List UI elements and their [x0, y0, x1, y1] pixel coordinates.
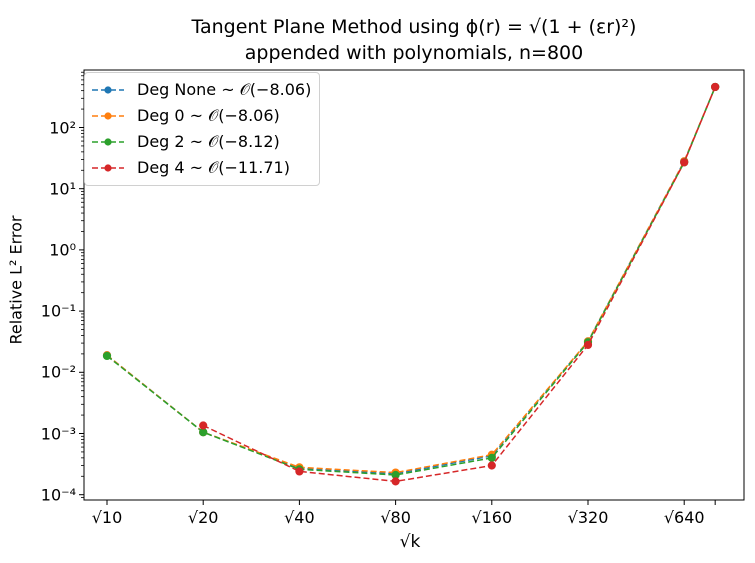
data-point [680, 158, 689, 167]
x-tick-label: √160 [471, 508, 513, 527]
data-point [199, 421, 208, 430]
legend-label: Deg 4 ~ 𝒪(−11.71) [137, 158, 290, 177]
data-point [295, 467, 304, 476]
data-point [487, 461, 496, 470]
data-point [102, 351, 112, 361]
legend-label: Deg 0 ~ 𝒪(−8.06) [137, 106, 280, 125]
legend-swatch [92, 86, 124, 94]
legend-swatch [92, 138, 124, 146]
axes-frame [83, 69, 745, 501]
legend-label: Deg 2 ~ 𝒪(−8.12) [137, 132, 280, 151]
x-tick-label: √320 [567, 508, 609, 527]
y-tick-label: 10⁰ [49, 240, 76, 260]
data-point [487, 453, 496, 462]
series-3 [199, 82, 720, 486]
ticks [79, 71, 716, 505]
y-axis-label: Relative L² Error [6, 215, 26, 345]
x-tick-label: √640 [663, 508, 705, 527]
y-tick-label: 10¹ [49, 179, 76, 199]
legend-swatch [92, 164, 124, 172]
data-point [711, 82, 720, 92]
y-tick-label: 10⁻² [40, 362, 76, 382]
legend-label: Deg None ~ 𝒪(−8.06) [137, 80, 312, 99]
x-tick-label: √20 [187, 508, 219, 527]
x-tick-label: √40 [284, 508, 315, 527]
legend-entry: Deg 4 ~ 𝒪(−11.71) [91, 155, 311, 181]
data-point [583, 340, 593, 350]
x-tick-label: √10 [91, 508, 123, 527]
data-point [391, 477, 400, 486]
x-tick-label: √80 [380, 508, 411, 527]
x-axis-label: √k [399, 532, 421, 552]
y-tick-label: 10² [49, 118, 76, 137]
y-tick-label: 10⁻¹ [40, 301, 76, 321]
y-tick-label: 10⁻³ [40, 424, 76, 443]
legend-entry: Deg 2 ~ 𝒪(−8.12) [91, 129, 311, 155]
series-layer [102, 82, 720, 486]
chart-title-line-1: Tangent Plane Method using ϕ(r) = √(1 + … [191, 16, 637, 38]
chart-title-line-2: appended with polynomials, n=800 [244, 42, 584, 64]
series-line [106, 86, 716, 476]
y-tick-label: 10⁻⁴ [40, 485, 76, 505]
legend-entry: Deg None ~ 𝒪(−8.06) [91, 77, 311, 103]
plot-frame [83, 69, 745, 501]
legend-swatch [92, 112, 124, 120]
legend-entry: Deg 0 ~ 𝒪(−8.06) [91, 103, 311, 129]
data-point [199, 428, 208, 437]
legend: Deg None ~ 𝒪(−8.06) Deg 0 ~ 𝒪(−8.06) Deg 2… [84, 72, 321, 186]
